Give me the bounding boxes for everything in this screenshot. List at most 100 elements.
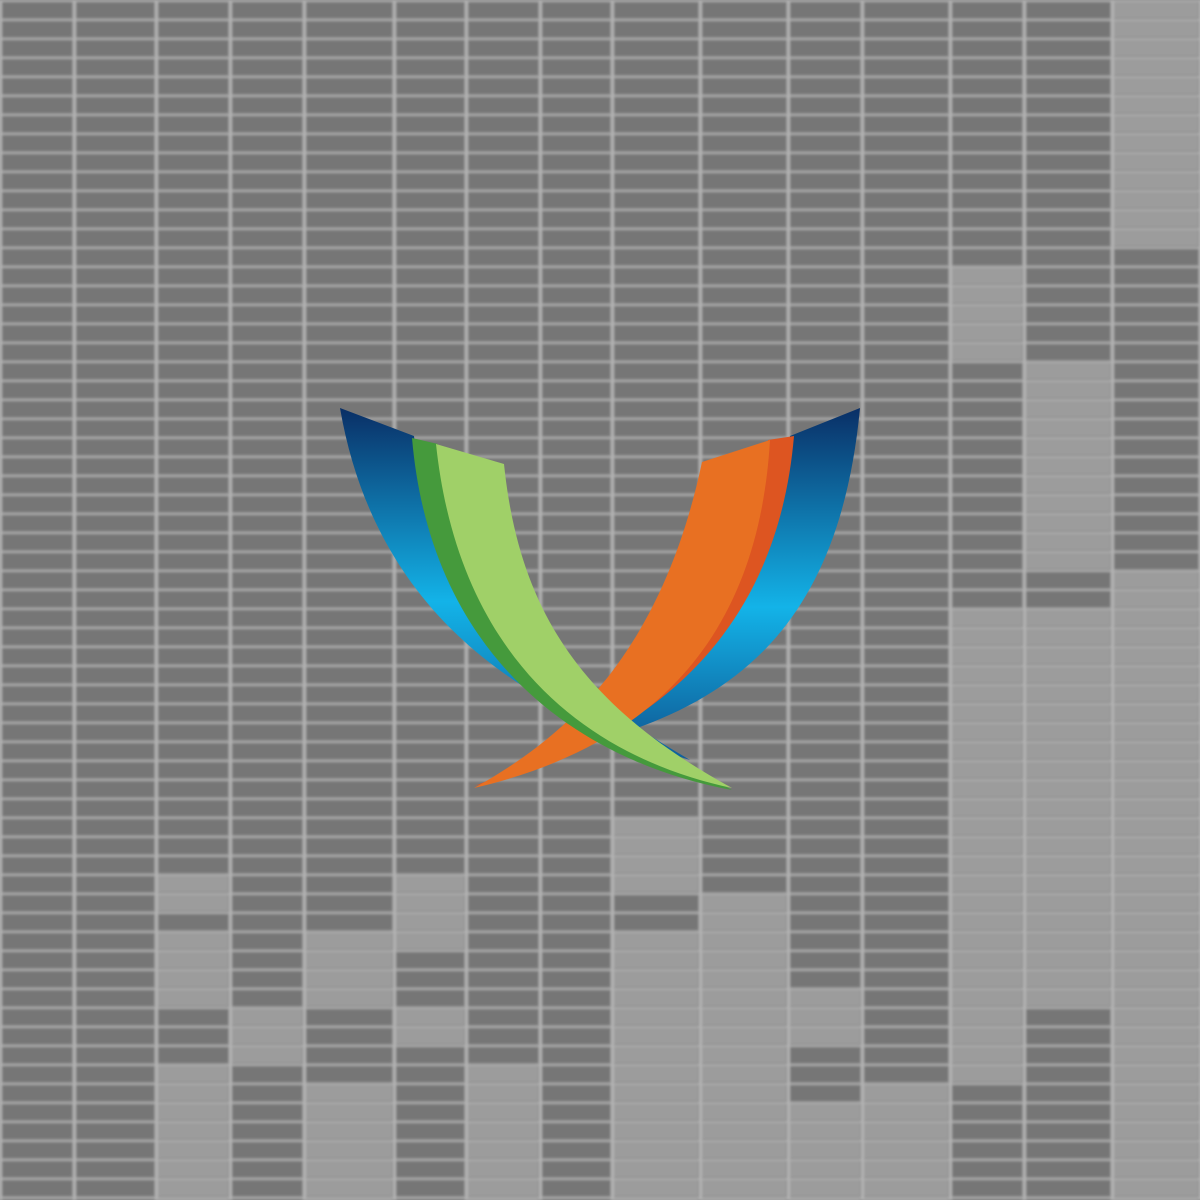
grid-cell	[468, 1123, 538, 1139]
grid-cell	[232, 363, 302, 379]
grid-cell	[952, 458, 1022, 474]
grid-cell	[76, 743, 154, 759]
grid-cell	[1026, 629, 1110, 645]
grid-cell	[614, 819, 698, 835]
grid-cell	[864, 1180, 948, 1196]
grid-cell	[1114, 819, 1198, 835]
grid-cell	[1114, 800, 1198, 816]
grid-cell	[306, 1161, 392, 1177]
grid-row-line	[0, 475, 1200, 477]
grid-cell	[76, 857, 154, 873]
grid-cell	[614, 515, 698, 531]
grid-cell	[614, 857, 698, 873]
grid-cell	[864, 1066, 948, 1082]
grid-cell	[864, 990, 948, 1006]
grid-cell	[702, 21, 786, 37]
grid-cell	[158, 572, 228, 588]
grid-cell	[542, 1047, 610, 1063]
grid-cell	[396, 895, 464, 911]
grid-cell	[468, 439, 538, 455]
grid-cell	[864, 1161, 948, 1177]
grid-cell	[1026, 325, 1110, 341]
grid-cell	[1026, 667, 1110, 683]
grid-cell	[702, 1085, 786, 1101]
grid-cell	[790, 40, 860, 56]
grid-cell	[702, 59, 786, 75]
grid-cell	[468, 382, 538, 398]
grid-cell	[542, 287, 610, 303]
grid-column-line	[0, 0, 2, 1200]
grid-cell	[542, 363, 610, 379]
grid-cell	[306, 268, 392, 284]
grid-cell	[306, 876, 392, 892]
grid-cell	[1114, 477, 1198, 493]
grid-cell	[306, 952, 392, 968]
grid-cell	[702, 230, 786, 246]
grid-cell	[232, 325, 302, 341]
grid-cell	[542, 553, 610, 569]
grid-cell	[396, 629, 464, 645]
grid-cell	[702, 724, 786, 740]
grid-cell	[790, 344, 860, 360]
grid-cell	[1114, 1161, 1198, 1177]
grid-cell	[232, 21, 302, 37]
grid-cell	[396, 21, 464, 37]
grid-cell	[1026, 1123, 1110, 1139]
grid-cell	[76, 705, 154, 721]
grid-cell	[306, 78, 392, 94]
grid-cell	[76, 97, 154, 113]
grid-cell	[790, 21, 860, 37]
grid-cell	[790, 1047, 860, 1063]
grid-cell	[468, 990, 538, 1006]
grid-cell	[952, 1180, 1022, 1196]
grid-cell	[614, 477, 698, 493]
grid-cell	[232, 1104, 302, 1120]
grid-cell	[2, 344, 72, 360]
grid-cell	[790, 1180, 860, 1196]
grid-cell	[468, 1161, 538, 1177]
grid-cell	[542, 971, 610, 987]
grid-cell	[1026, 572, 1110, 588]
grid-column-line	[393, 0, 396, 1200]
grid-cell	[952, 952, 1022, 968]
grid-cell	[2, 591, 72, 607]
grid-cell	[232, 971, 302, 987]
grid-cell	[396, 382, 464, 398]
grid-cell	[396, 819, 464, 835]
grid-column-line	[303, 0, 306, 1200]
grid-cell	[306, 990, 392, 1006]
grid-cell	[396, 724, 464, 740]
grid-cell	[542, 1123, 610, 1139]
grid-cell	[2, 1161, 72, 1177]
grid-cell	[232, 591, 302, 607]
grid-cell	[76, 439, 154, 455]
grid-cell	[614, 876, 698, 892]
grid-cell	[1114, 724, 1198, 740]
grid-cell	[2, 952, 72, 968]
grid-row-line	[0, 323, 1200, 325]
grid-cell	[542, 325, 610, 341]
grid-cell	[2, 78, 72, 94]
grid-cell	[702, 952, 786, 968]
grid-cell	[542, 1066, 610, 1082]
grid-cell	[2, 325, 72, 341]
grid-cell	[1114, 629, 1198, 645]
grid-cell	[158, 477, 228, 493]
grid-cell	[702, 1009, 786, 1025]
grid-cell	[1026, 78, 1110, 94]
grid-cell	[2, 534, 72, 550]
grid-cell	[306, 971, 392, 987]
grid-row-line	[0, 874, 1200, 876]
grid-row-line	[0, 1045, 1200, 1047]
grid-cell	[614, 990, 698, 1006]
grid-cell	[702, 211, 786, 227]
grid-cell	[2, 781, 72, 797]
grid-cell	[468, 306, 538, 322]
grid-cell	[1114, 781, 1198, 797]
grid-cell	[790, 401, 860, 417]
grid-cell	[76, 838, 154, 854]
grid-cell	[702, 895, 786, 911]
grid-row-line	[0, 380, 1200, 382]
grid-cell	[396, 192, 464, 208]
grid-cell	[396, 287, 464, 303]
